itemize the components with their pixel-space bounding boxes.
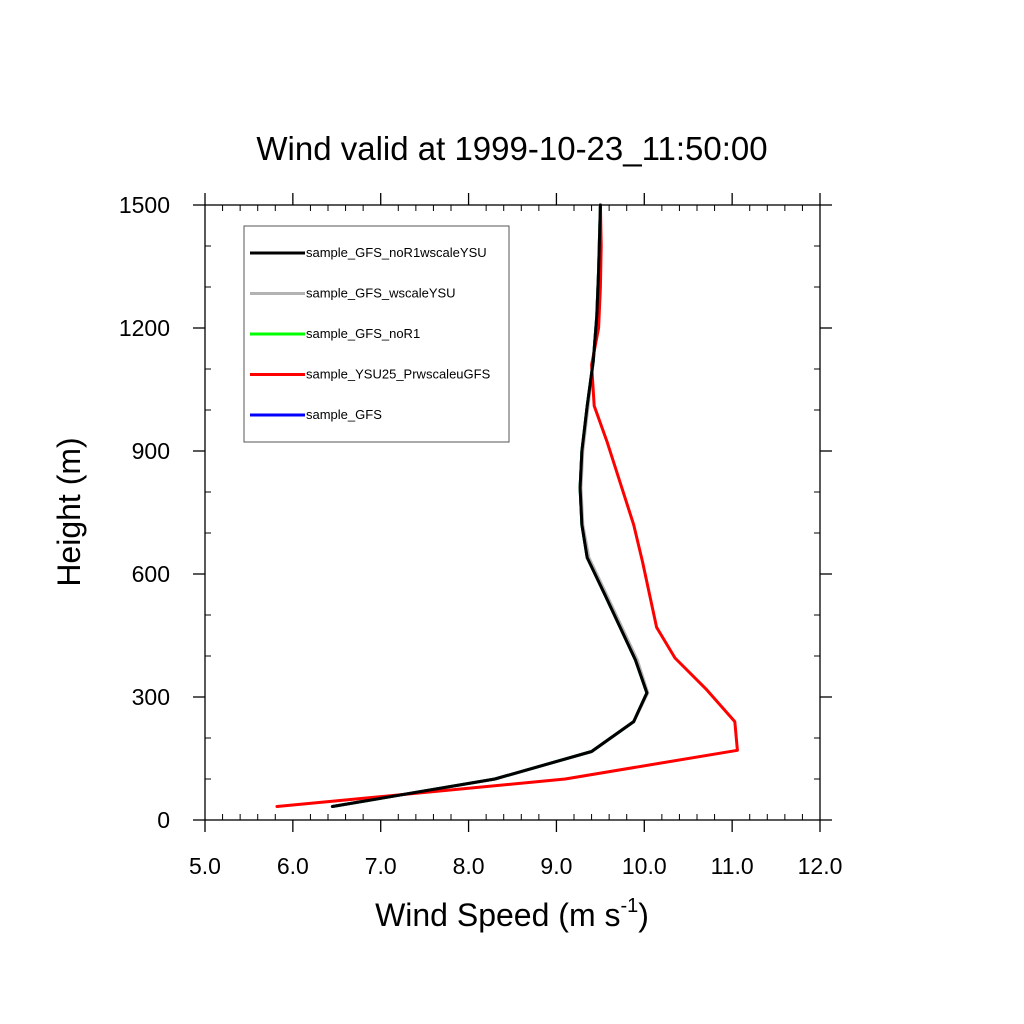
legend-label: sample_GFS_noR1wscaleYSU: [306, 245, 487, 260]
plot-frame: [204, 204, 821, 821]
y-tick-label: 0: [157, 807, 170, 833]
major-ticks: [193, 193, 832, 832]
y-tick-label: 1500: [119, 192, 170, 218]
x-tick-label: 5.0: [189, 853, 221, 879]
plot-area: 5.0 6.0 7.0 8.0 9.0 10.0 11.0 12.0 0 300 600 900 12…: [119, 192, 843, 879]
series-lines: [275, 203, 739, 808]
y-tick-label: 1200: [119, 315, 170, 341]
y-tick-label: 300: [132, 684, 170, 710]
minor-ticks: [205, 205, 820, 820]
y-tick-labels: 0 300 600 900 1200 1500: [119, 192, 170, 833]
chart-title: Wind valid at 1999-10-23_11:50:00: [256, 130, 767, 167]
x-tick-labels: 5.0 6.0 7.0 8.0 9.0 10.0 11.0 12.0: [189, 853, 842, 879]
x-tick-label: 7.0: [365, 853, 397, 879]
legend-label: sample_GFS_noR1: [306, 326, 420, 341]
series-line-sample_YSU25_PrwscaleuGFS: [275, 203, 739, 808]
x-tick-label: 8.0: [453, 853, 485, 879]
y-axis-label: Height (m): [51, 437, 87, 586]
x-tick-label: 11.0: [711, 853, 754, 879]
series-line-sample_GFS_noR1wscaleYSU: [330, 203, 649, 808]
legend: sample_GFS_noR1wscaleYSU sample_GFS_wscal…: [243, 225, 510, 443]
legend-label: sample_GFS_wscaleYSU: [306, 286, 456, 301]
x-tick-label: 9.0: [540, 853, 572, 879]
x-axis-label-close: ): [638, 897, 649, 933]
legend-label: sample_YSU25_PrwscaleuGFS: [306, 367, 491, 382]
y-tick-label: 900: [132, 438, 170, 464]
x-tick-label: 6.0: [277, 853, 309, 879]
x-axis-label-superscript: -1: [620, 895, 638, 917]
x-tick-label: 12.0: [798, 853, 843, 879]
x-tick-label: 10.0: [622, 853, 667, 879]
x-axis-label-main: Wind Speed (m s: [375, 897, 620, 933]
legend-label: sample_GFS: [306, 407, 382, 422]
x-axis-label: Wind Speed (m s-1): [375, 895, 649, 933]
legend-items: sample_GFS_noR1wscaleYSU sample_GFS_wscal…: [250, 245, 491, 422]
y-tick-label: 600: [132, 561, 170, 587]
